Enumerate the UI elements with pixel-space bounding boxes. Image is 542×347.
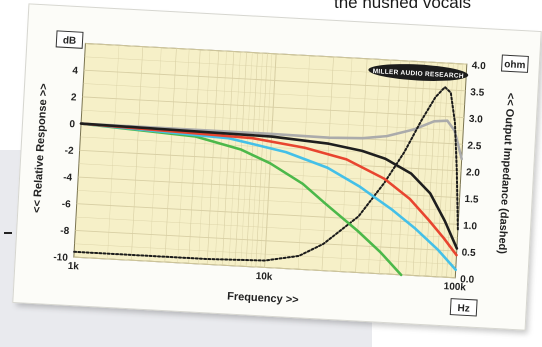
unit-right-label: ohm — [504, 59, 526, 71]
y-right-tick-label-5: 1.5 — [464, 194, 479, 206]
page-caption: the hushed vocals — [334, 0, 472, 12]
series-line-dotted — [73, 86, 459, 262]
frequency-response-chart: 6420-2-4-6-8-104.03.53.02.52.01.51.00.50… — [31, 30, 529, 317]
grid-line-h-13 — [83, 83, 465, 105]
grid-line-h-16 — [85, 43, 467, 65]
grid-line-h-5 — [77, 190, 459, 212]
y-right-axis-label: << Output Impedance (dashed) — [496, 93, 517, 255]
y-left-tick-label-2: 2 — [71, 92, 78, 103]
y-left-tick-label-6: -6 — [61, 199, 71, 210]
grid-line-h-11 — [81, 110, 464, 132]
grid-line-h-4 — [76, 203, 459, 225]
unit-x-label: Hz — [457, 303, 470, 315]
series-line-cyan — [79, 122, 458, 272]
chart-card: 6420-2-4-6-8-104.03.53.02.52.01.51.00.50… — [12, 3, 542, 331]
x-tick-label-1: 10k — [255, 271, 273, 283]
grid-line-h-8 — [79, 149, 462, 172]
series-line-gray — [79, 119, 464, 161]
x-axis-label: Frequency >> — [227, 291, 299, 307]
unit-x-label-box — [449, 298, 478, 317]
y-right-tick-label-8: 0.0 — [460, 274, 475, 286]
y-left-tick-label-3: 0 — [69, 119, 76, 130]
y-left-tick-label-4: -2 — [64, 146, 74, 157]
brand-badge — [368, 64, 469, 81]
y-right-tick-label-6: 1.0 — [463, 221, 478, 233]
x-tick-label-2: 100k — [443, 281, 466, 293]
y-left-tick-label-8: -10 — [53, 252, 68, 264]
grid-line-h-3 — [75, 216, 458, 238]
stray-dash — [4, 232, 12, 234]
unit-right-label-box — [500, 54, 529, 73]
grid-line-h-2 — [75, 229, 457, 252]
series-line-red — [79, 122, 458, 257]
grid-line-h-6 — [78, 176, 460, 199]
y-left-tick-label-7: -8 — [60, 226, 70, 237]
series-line-green — [79, 122, 403, 277]
unit-left-label: dB — [63, 35, 77, 47]
y-right-tick-label-4: 2.0 — [466, 167, 481, 179]
y-right-tick-label-3: 2.5 — [467, 141, 482, 153]
y-left-tick-label-5: -4 — [63, 172, 73, 183]
y-right-tick-label-7: 0.5 — [461, 247, 476, 259]
series-line-black — [79, 122, 459, 250]
grid-line-h-12 — [82, 96, 464, 118]
unit-left-label-box — [55, 30, 84, 49]
y-left-tick-label-1: 4 — [72, 66, 79, 77]
y-right-tick-label-0: 4.0 — [471, 60, 486, 72]
grid-line-h-14 — [83, 69, 466, 92]
grid-line-h-1 — [74, 243, 457, 265]
y-right-tick-label-1: 3.5 — [470, 87, 485, 99]
y-right-tick-label-2: 3.0 — [469, 114, 484, 126]
grid-line-h-0 — [73, 256, 456, 279]
y-left-axis-label: << Relative Response >> — [31, 83, 50, 213]
grid-line-h-7 — [78, 163, 461, 185]
x-tick-label-0: 1k — [67, 261, 79, 273]
brand-text: MILLER AUDIO RESEARCH — [372, 68, 464, 80]
